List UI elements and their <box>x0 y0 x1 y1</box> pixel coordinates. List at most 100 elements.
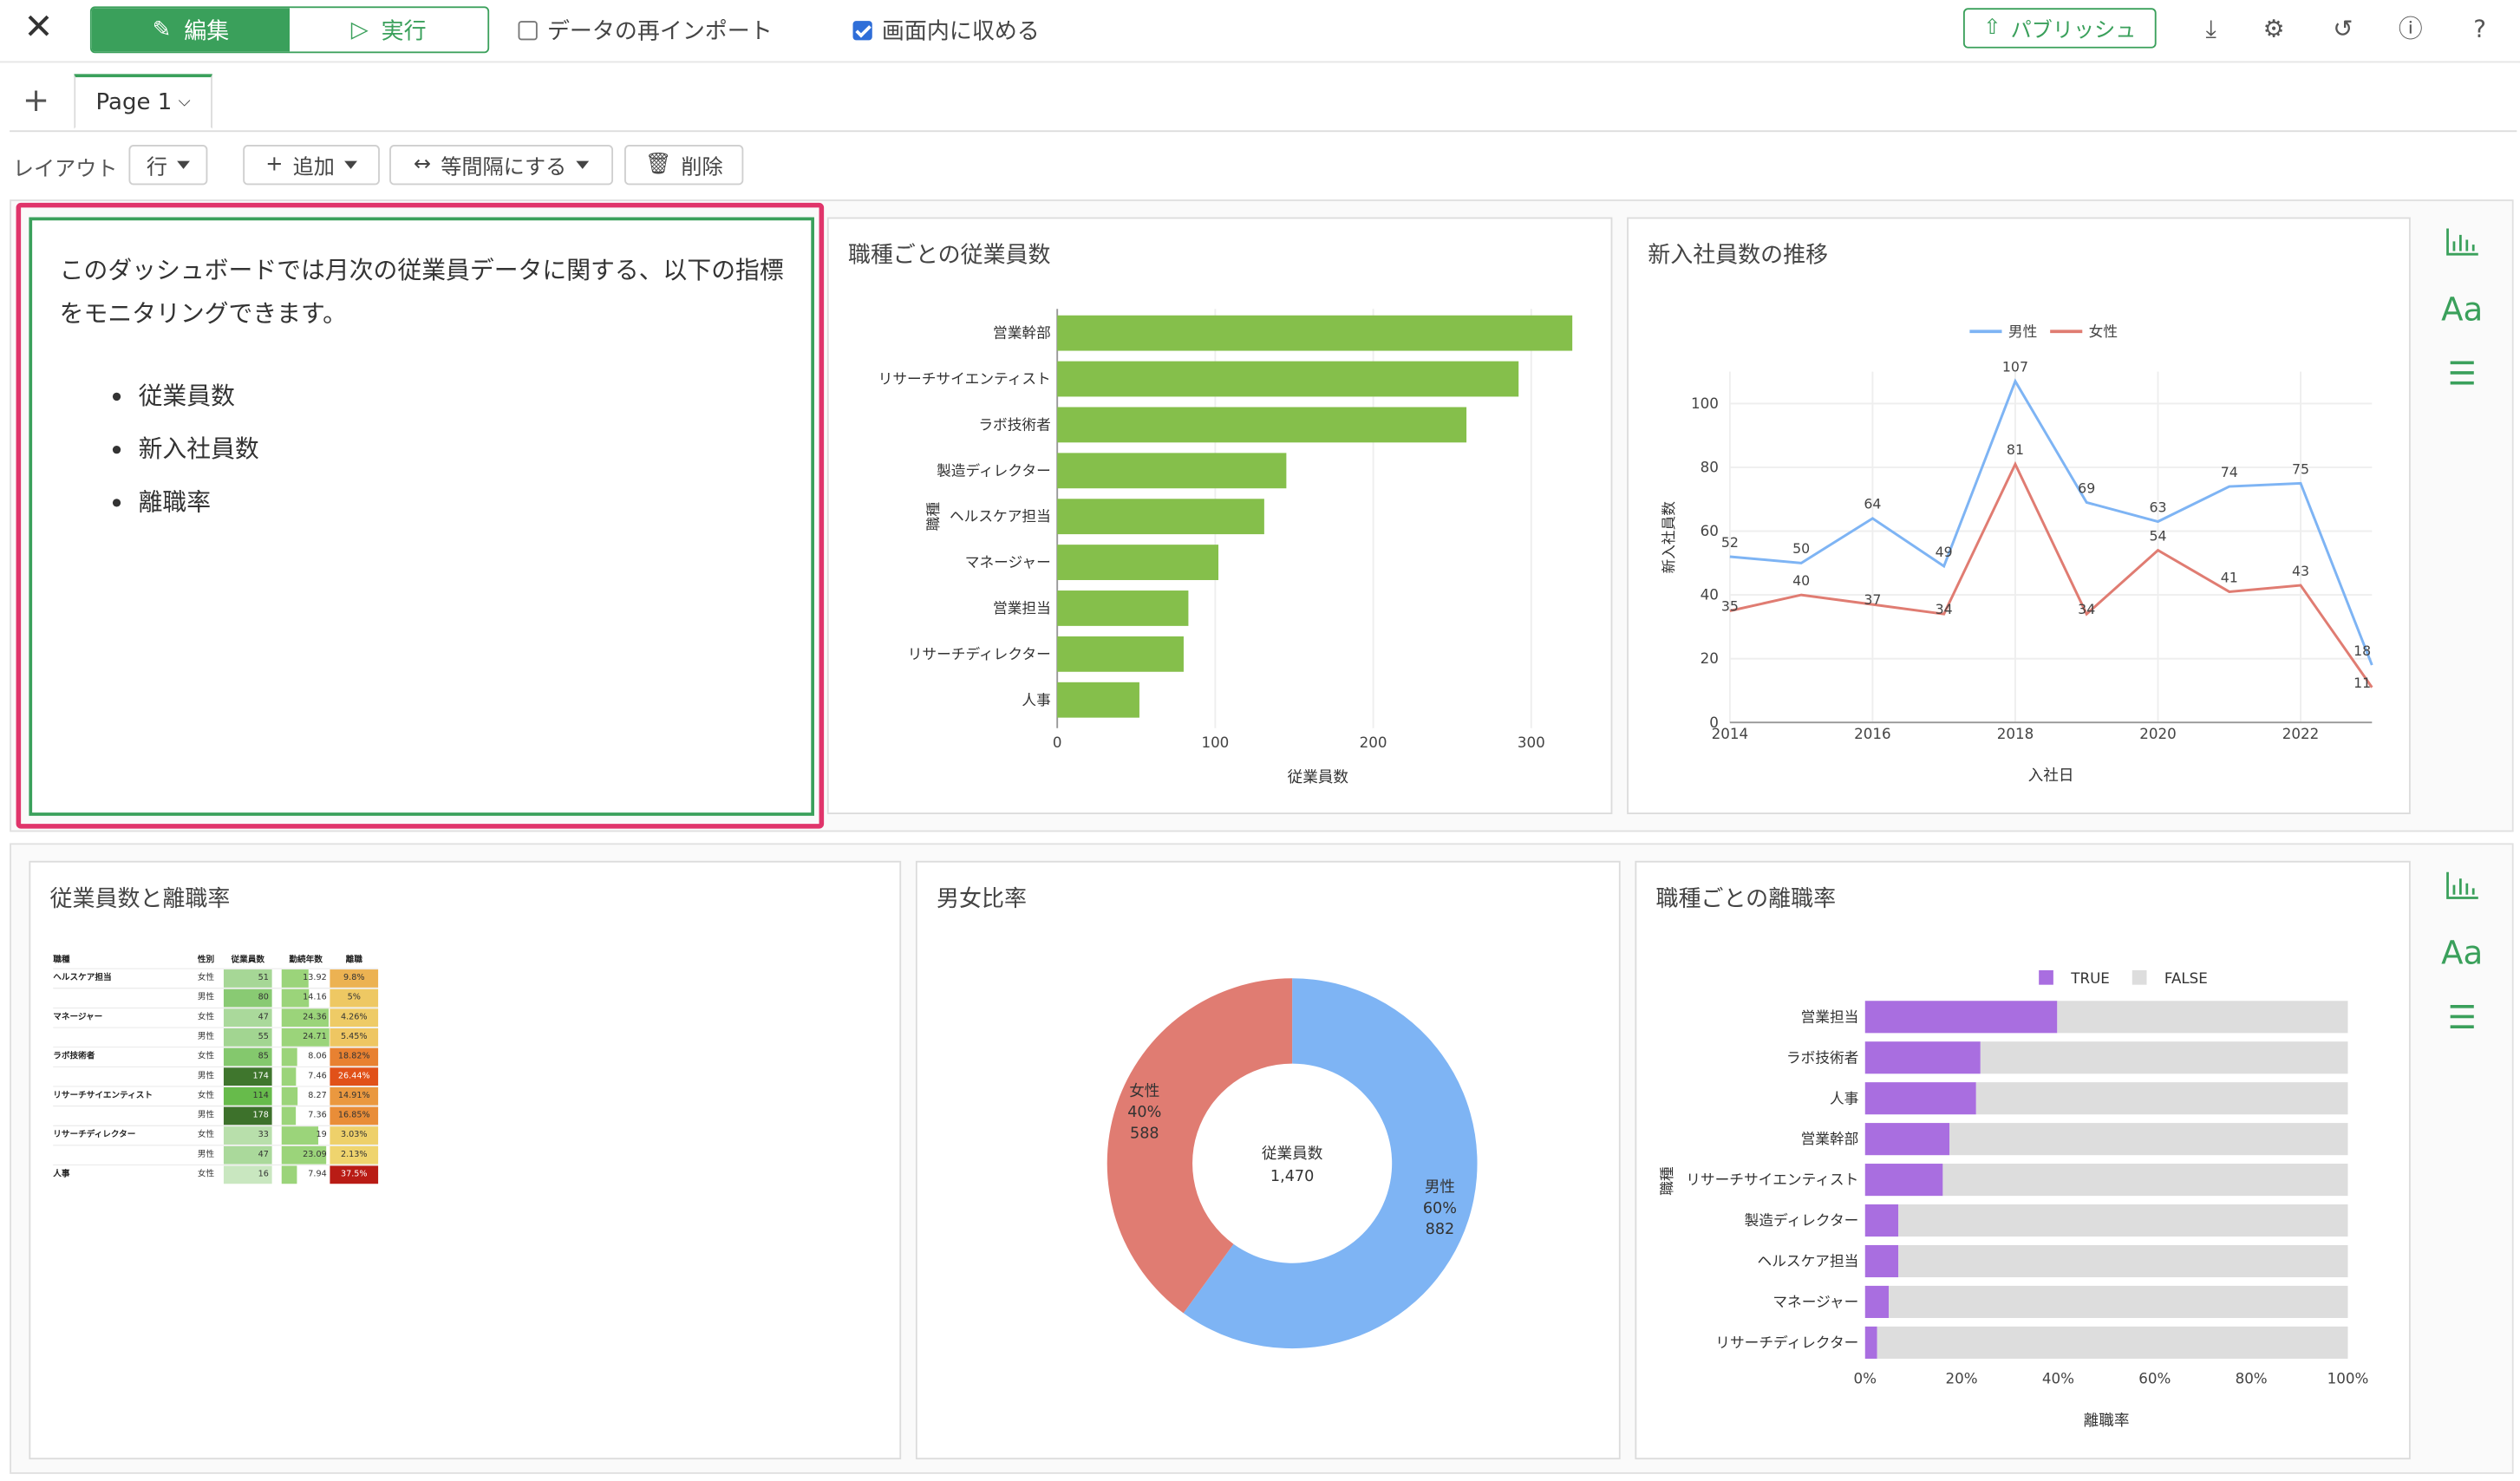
table-heat-cell <box>223 1165 272 1184</box>
data-label: 52 <box>1721 534 1739 551</box>
text-icon[interactable]: Aa <box>2441 290 2484 329</box>
delete-button[interactable]: 🗑 削除 <box>624 145 744 186</box>
table-cell: 37.5% <box>341 1170 368 1179</box>
y-tick-label: 0 <box>1709 714 1719 731</box>
bar-false <box>2057 1001 2348 1034</box>
table-data-bar <box>281 1086 298 1106</box>
table-heat-cell <box>223 1106 272 1125</box>
menu-icon[interactable]: ☰ <box>2447 997 2477 1037</box>
jobs-bar-chart: 0 100 200 300 営業幹部リサーチサイエンティストラボ技術者製造ディレクターヘ… <box>878 309 1573 786</box>
info-icon[interactable]: ⓘ <box>2398 14 2423 44</box>
y-tick-label: 100 <box>1691 395 1719 412</box>
trend-chart-card[interactable]: 新入社員数の推移 0 20 40 60 80 100 2014 2016 2018 2020 202… <box>1627 217 2411 814</box>
attrition-stacked-chart: 0% 20% 40% 60% 80% 100% 営業担当ラボ技術者人事営業幹部リサーチサイエ… <box>1658 969 2368 1430</box>
jobs-chart-card[interactable]: 職種ごとの従業員数 0 100 200 300 営業幹部 リサーチサイエンティスト ラボ技術… <box>826 217 1613 814</box>
list-item: 新入社員数 <box>139 423 259 476</box>
tab-label: Page 1 <box>95 88 173 115</box>
y-axis-title: 職種 <box>924 502 942 532</box>
page-tabbar: + Page 1 ⌵ <box>10 74 2517 133</box>
fit-screen-checkbox[interactable]: 画面内に収める <box>852 15 1040 47</box>
equal-spacing-button[interactable]: ↔ 等間隔にする <box>389 145 614 186</box>
bar-false <box>1898 1204 2348 1237</box>
gender-chart-card[interactable]: 男女比率 男性 60% 882 女性 40% 588 従業員数 1,470 <box>915 860 1621 1460</box>
publish-button[interactable]: ⇧ パブリッシュ <box>1962 8 2157 49</box>
table-cell: 33 <box>258 1130 269 1139</box>
x-tick-label: 0% <box>1854 1369 1877 1386</box>
reimport-label: データの再インポート <box>546 19 773 45</box>
download-icon[interactable]: ⤓ <box>2205 14 2216 44</box>
run-mode-button[interactable]: ▷ 実行 <box>290 8 488 52</box>
x-tick-label: 200 <box>1360 734 1387 751</box>
y-tick-label: 80 <box>1701 459 1719 476</box>
checkbox-unchecked-icon[interactable] <box>518 21 538 41</box>
add-page-icon[interactable]: + <box>22 80 50 120</box>
list-item: 離職率 <box>139 476 259 529</box>
x-axis-title: 離職率 <box>2084 1412 2130 1430</box>
table-data-bar <box>281 1028 330 1047</box>
help-icon[interactable]: ? <box>2473 14 2487 44</box>
menu-icon[interactable]: ☰ <box>2447 354 2477 393</box>
history-icon[interactable]: ↺ <box>2333 14 2354 44</box>
slice-name-label: 男性 <box>1425 1179 1455 1197</box>
publish-label: パブリッシュ <box>2010 19 2137 44</box>
category-label: マネージャー <box>965 553 1051 571</box>
bar-chart-icon[interactable] <box>2438 869 2486 933</box>
bar <box>1057 682 1139 718</box>
table-heat-cell <box>330 1145 379 1165</box>
data-label: 34 <box>2078 601 2095 617</box>
horizontal-arrows-icon: ↔ <box>413 153 432 178</box>
add-button[interactable]: + 追加 <box>243 145 380 186</box>
data-label: 11 <box>2354 675 2371 691</box>
legend-label: 女性 <box>2089 323 2118 340</box>
category-label: リサーチサイエンティスト <box>1686 1171 1858 1188</box>
top-toolbar: ✕ ✎ 編集 ▷ 実行 データの再インポート 画面内に収める ⇧ パブリッシュ … <box>0 0 2520 63</box>
bar-true <box>1864 1082 1976 1115</box>
data-label: 35 <box>1721 597 1739 614</box>
gear-icon[interactable]: ⚙ <box>2262 14 2285 44</box>
bar-true <box>1864 1204 1899 1237</box>
edit-mode-button[interactable]: ✎ 編集 <box>91 8 291 52</box>
data-label: 81 <box>2007 441 2024 458</box>
legend-swatch <box>2132 969 2147 985</box>
table-cell: 114 <box>253 1091 269 1100</box>
table-cell: 8.06 <box>308 1052 326 1061</box>
table-cell: 14.91% <box>338 1091 370 1100</box>
table-heat-cell <box>223 1067 272 1086</box>
bar-false <box>1898 1244 2348 1278</box>
data-label: 18 <box>2354 643 2371 659</box>
table-cell: 55 <box>258 1032 269 1041</box>
fit-screen-label: 画面内に収める <box>881 19 1040 45</box>
text-icon[interactable]: Aa <box>2441 933 2484 972</box>
table-cell: 51 <box>258 973 269 982</box>
data-label: 50 <box>1792 540 1810 557</box>
text-card[interactable]: このダッシュボードでは月次の従業員データに関する、以下の指標をモニタリングできま… <box>29 217 814 816</box>
attrition-chart-card[interactable]: 職種ごとの離職率 0% 20% 40% 60% 80% 100% 営業担当 ラボ技術者 人事 営業… <box>1635 860 2411 1460</box>
table-data-bar <box>281 1106 297 1125</box>
legend-label: TRUE <box>2070 969 2110 987</box>
checkbox-checked-icon[interactable] <box>852 21 872 41</box>
intro-text: このダッシュボードでは月次の従業員データに関する、以下の指標をモニタリングできま… <box>59 256 784 329</box>
table-cell: 178 <box>253 1111 269 1120</box>
table-heat-cell <box>223 1145 272 1165</box>
bar <box>1057 453 1287 489</box>
tab-page-1[interactable]: Page 1 ⌵ <box>74 74 212 129</box>
bar <box>1057 315 1573 351</box>
layout-row-select[interactable]: 行 <box>128 145 208 186</box>
table-card[interactable]: 従業員数と離職率 職種 性別 従業員数 勤続年数 離職 ヘルスケア担当 女性 51 13.92 9… <box>29 860 902 1460</box>
data-label: 40 <box>1792 572 1810 589</box>
close-icon[interactable]: ✕ <box>23 8 54 49</box>
table-heat-cell <box>330 1047 379 1067</box>
category-label: 人事 <box>1022 691 1050 708</box>
mode-toggle: ✎ 編集 ▷ 実行 <box>89 6 490 54</box>
bar-chart-icon[interactable] <box>2438 225 2486 290</box>
reimport-checkbox[interactable]: データの再インポート <box>518 15 773 47</box>
donut-slice <box>1183 978 1478 1349</box>
category-label: ヘルスケア担当 <box>950 507 1051 525</box>
bar <box>1057 545 1219 580</box>
table-cell: 174 <box>253 1071 269 1080</box>
bar-false <box>1877 1326 2348 1359</box>
table-data-bar <box>281 1067 297 1086</box>
bar-true <box>1864 1001 2058 1034</box>
x-tick-label: 2020 <box>2139 725 2176 742</box>
